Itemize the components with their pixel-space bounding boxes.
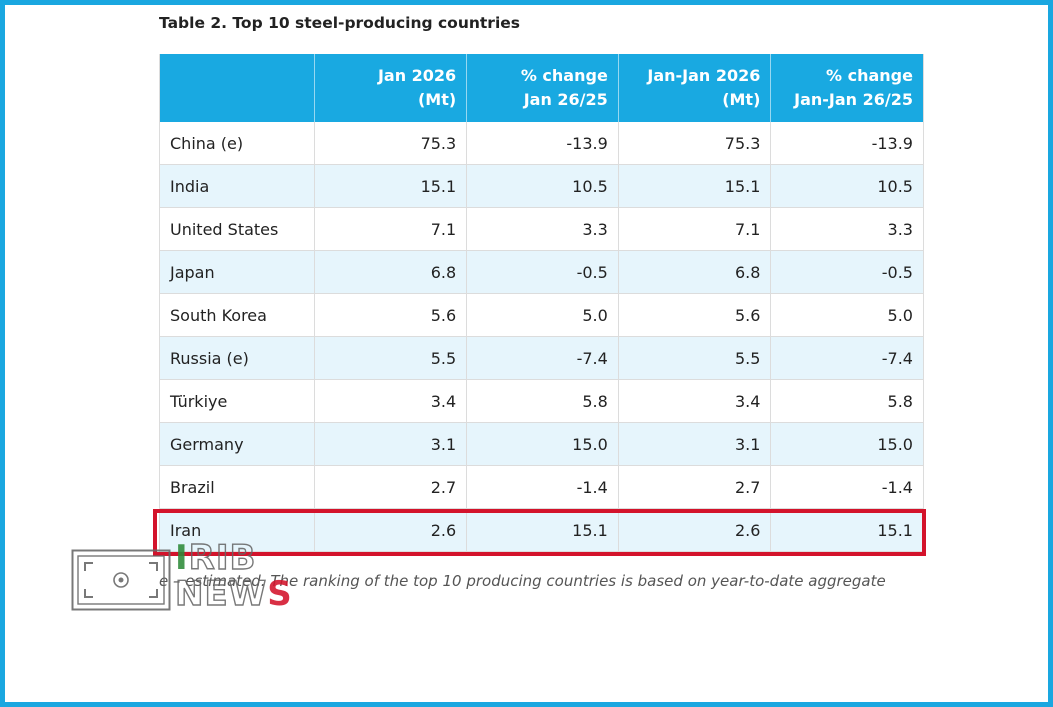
ytd-2026-cell: 3.1 (619, 423, 772, 465)
change-ytd-cell: -0.5 (881, 262, 913, 282)
table-header-row: Jan 2026 (Mt) % change Jan 26/25 Jan-Jan 2… (160, 54, 923, 122)
watermark-irib-rest: RIB (188, 538, 257, 578)
change-jan-cell: 5.8 (467, 380, 619, 422)
jan-2026-cell: 7.1 (315, 208, 468, 250)
table-row: India 15.1 10.5 15.1 10.5 (160, 165, 923, 208)
table-row: Türkiye 3.4 5.8 3.4 5.8 (160, 380, 923, 423)
country-cell: India (160, 165, 315, 207)
change-jan-cell: 5.0 (467, 294, 619, 336)
header-change-ytd: % change Jan-Jan 26/25 (771, 54, 923, 122)
table-row: Iran 2.6 15.1 2.6 15.1 (160, 509, 923, 552)
country-cell: South Korea (160, 294, 315, 336)
watermark-irib-text: IRIB (175, 538, 257, 578)
header-ytd-2026-line1: Jan-Jan 2026 (647, 66, 761, 85)
change-ytd-cell: 3.3 (887, 219, 913, 239)
header-jan-2026-line2: (Mt) (417, 90, 457, 109)
country-cell: Germany (160, 423, 315, 465)
header-ytd-2026: Jan-Jan 2026 (Mt) (619, 54, 772, 122)
change-ytd-cell: 15.0 (877, 434, 913, 454)
change-ytd-cell: 10.5 (877, 176, 913, 196)
country-cell: Türkiye (160, 380, 315, 422)
country-cell: Russia (e) (160, 337, 315, 379)
change-jan-cell: -1.4 (467, 466, 619, 508)
watermark-i-letter: I (175, 538, 189, 578)
change-jan-cell: 15.0 (467, 423, 619, 465)
ytd-2026-cell: 15.1 (619, 165, 772, 207)
ytd-2026-cell: 7.1 (619, 208, 772, 250)
ytd-2026-cell: 2.6 (619, 509, 772, 551)
watermark-s-letter: S (267, 574, 293, 614)
jan-2026-cell: 5.5 (315, 337, 468, 379)
country-cell: Iran (160, 509, 315, 551)
header-change-ytd-line1: % change (826, 66, 913, 85)
change-jan-cell: -13.9 (467, 122, 619, 164)
irib-news-watermark: IRIB NEWS (71, 540, 311, 614)
table-footnote: e – estimated. The ranking of the top 10… (159, 572, 886, 590)
jan-2026-cell: 6.8 (315, 251, 468, 293)
jan-2026-cell: 2.6 (315, 509, 468, 551)
table-title: Table 2. Top 10 steel-producing countrie… (159, 14, 521, 32)
ytd-2026-cell: 3.4 (619, 380, 772, 422)
change-jan-cell: -0.5 (467, 251, 619, 293)
change-ytd-cell: -13.9 (871, 133, 913, 153)
change-jan-cell: 15.1 (467, 509, 619, 551)
jan-2026-cell: 75.3 (315, 122, 468, 164)
header-change-jan-line1: % change (520, 66, 608, 85)
table-body: China (e) 75.3 -13.9 75.3 -13.9 India 15.1 10.5… (160, 122, 923, 552)
jan-2026-cell: 3.1 (315, 423, 468, 465)
change-jan-cell: -7.4 (467, 337, 619, 379)
header-country (160, 54, 315, 122)
watermark-news-rest: NEW (174, 574, 268, 614)
country-cell: Japan (160, 251, 315, 293)
change-jan-cell: 3.3 (467, 208, 619, 250)
table-row: United States 7.1 3.3 7.1 3.3 (160, 208, 923, 251)
header-change-jan-line2: Jan 26/25 (523, 90, 608, 109)
country-cell: United States (160, 208, 315, 250)
ytd-2026-cell: 6.8 (619, 251, 772, 293)
table-row: South Korea 5.6 5.0 5.6 5.0 (160, 294, 923, 337)
jan-2026-cell: 15.1 (315, 165, 468, 207)
ytd-2026-cell: 75.3 (619, 122, 772, 164)
jan-2026-cell: 5.6 (315, 294, 468, 336)
header-ytd-2026-line2: (Mt) (722, 90, 761, 109)
table-row: Russia (e) 5.5 -7.4 5.5 -7.4 (160, 337, 923, 380)
jan-2026-cell: 3.4 (315, 380, 468, 422)
header-jan-2026-line1: Jan 2026 (377, 66, 457, 85)
ytd-2026-cell: 5.5 (619, 337, 772, 379)
country-cell: China (e) (160, 122, 315, 164)
ytd-2026-cell: 5.6 (619, 294, 772, 336)
table-row: Germany 3.1 15.0 3.1 15.0 (160, 423, 923, 466)
change-ytd-cell: -1.4 (881, 477, 913, 497)
change-ytd-cell: -7.4 (881, 348, 913, 368)
jan-2026-cell: 2.7 (315, 466, 468, 508)
country-cell: Brazil (160, 466, 315, 508)
table-row: Brazil 2.7 -1.4 2.7 -1.4 (160, 466, 923, 509)
change-ytd-cell: 5.8 (887, 391, 913, 411)
ytd-2026-cell: 2.7 (619, 466, 772, 508)
steel-table: Jan 2026 (Mt) % change Jan 26/25 Jan-Jan 2… (159, 54, 924, 552)
camera-frame-icon (71, 549, 171, 611)
table-row: China (e) 75.3 -13.9 75.3 -13.9 (160, 122, 923, 165)
watermark-news-text: NEWS (174, 574, 293, 614)
table-row: Japan 6.8 -0.5 6.8 -0.5 (160, 251, 923, 294)
header-jan-2026: Jan 2026 (Mt) (315, 54, 468, 122)
change-ytd-cell: 5.0 (887, 305, 913, 325)
change-jan-cell: 10.5 (467, 165, 619, 207)
change-ytd-cell: 15.1 (877, 520, 913, 540)
header-change-jan: % change Jan 26/25 (467, 54, 619, 122)
header-change-ytd-line2: Jan-Jan 26/25 (794, 90, 913, 109)
